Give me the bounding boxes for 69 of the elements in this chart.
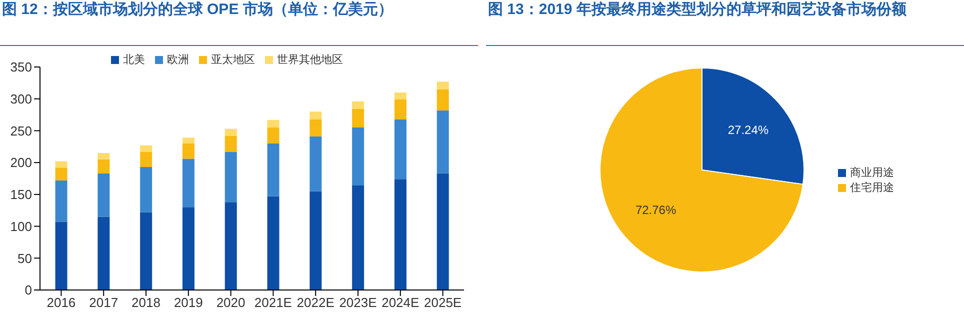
bar [394, 92, 406, 100]
y-tick-label: 100 [10, 218, 32, 234]
x-tick-label: 2023E [339, 295, 378, 310]
legend-label: 世界其他地区 [277, 54, 343, 66]
bar [436, 173, 449, 290]
y-tick-label: 250 [10, 123, 32, 138]
bar [98, 216, 110, 290]
bar [352, 109, 364, 128]
bar [224, 202, 237, 290]
y-tick-label: 50 [18, 250, 32, 266]
x-tick-label: 2017 [89, 295, 118, 310]
bar [394, 119, 406, 180]
bar [182, 143, 194, 159]
legend-label: 住宅用途 [850, 182, 894, 194]
bar [98, 159, 110, 174]
bar [140, 212, 152, 290]
y-tick-label: 150 [10, 187, 32, 202]
bar [55, 222, 68, 290]
bar [352, 186, 364, 290]
bar [182, 207, 194, 290]
bar [267, 128, 280, 144]
bar [436, 89, 449, 110]
x-tick-label: 2021E [254, 295, 292, 310]
bar [310, 191, 322, 290]
y-tick-label: 200 [10, 155, 32, 170]
chart-title: 图 13：2019 年按最终用途类型划分的草坪和园艺设备市场份额 [486, 0, 964, 46]
bar [310, 112, 322, 120]
bar [140, 145, 152, 152]
bar [394, 99, 406, 120]
bar [267, 143, 280, 196]
bar [98, 173, 110, 217]
bar [352, 128, 364, 186]
legend-label: 亚太地区 [211, 54, 255, 66]
bar [55, 161, 68, 168]
x-tick-label: 2024E [382, 295, 420, 310]
data-label: 27.24% [728, 122, 769, 137]
bar [436, 82, 449, 90]
y-tick-label: 350 [10, 60, 32, 75]
x-tick-label: 2019 [174, 295, 203, 310]
data-label: 72.76% [635, 203, 676, 218]
bar [310, 119, 322, 136]
bar [267, 196, 280, 290]
bar [55, 180, 68, 222]
legend-label: 欧洲 [167, 54, 189, 66]
bar [55, 168, 68, 180]
bar [224, 128, 237, 136]
bar [224, 136, 237, 152]
bar [436, 110, 449, 174]
bar [182, 158, 194, 208]
bar [182, 138, 194, 144]
bar [394, 179, 406, 290]
y-tick-label: 0 [24, 282, 32, 298]
bar [224, 152, 237, 202]
x-tick-label: 2020 [216, 295, 246, 310]
bar [267, 120, 280, 128]
bar [140, 167, 152, 212]
bar [140, 152, 152, 168]
bar [352, 101, 364, 110]
pie-slice [600, 68, 804, 272]
legend-label: 商业用途 [850, 167, 894, 179]
chart-title: 图 12：按区域市场划分的全球 OPE 市场（单位：亿美元） [0, 0, 478, 46]
legend-label: 北美 [123, 54, 145, 66]
x-tick-label: 2018 [132, 295, 160, 310]
x-tick-label: 2016 [46, 295, 76, 310]
bar [310, 136, 322, 192]
y-tick-label: 300 [10, 91, 32, 106]
x-tick-label: 2022E [296, 295, 335, 310]
bar [98, 153, 110, 160]
x-tick-label: 2025E [424, 295, 462, 310]
